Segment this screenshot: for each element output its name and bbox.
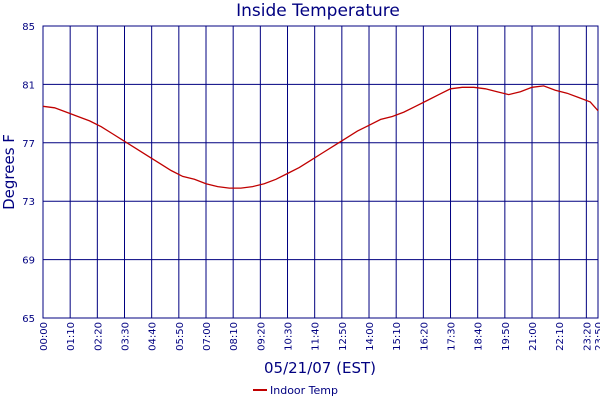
x-tick-label: 12:50 <box>338 322 349 351</box>
x-tick-label: 05:50 <box>175 322 186 351</box>
y-axis-label: Degrees F <box>0 134 18 210</box>
x-axis-label: 05/21/07 (EST) <box>264 359 376 377</box>
x-tick-label: 01:10 <box>66 322 77 351</box>
y-tick-label: 85 <box>22 22 35 33</box>
x-tick-label: 17:30 <box>447 322 458 351</box>
series-line-indoor-temp <box>42 85 599 189</box>
x-tick-label: 02:20 <box>93 322 104 351</box>
x-tick-label: 07:00 <box>202 322 213 351</box>
x-tick-label: 00:00 <box>39 322 50 351</box>
x-tick-label: 16:20 <box>419 322 430 351</box>
chart-title: Inside Temperature <box>236 1 400 21</box>
x-tick-label: 22:10 <box>555 322 566 351</box>
y-tick-label: 73 <box>22 197 35 208</box>
y-tick-labels: 65 69 73 77 81 85 <box>22 22 35 325</box>
x-tick-label: 09:20 <box>256 322 267 351</box>
series-layer <box>42 85 599 189</box>
x-tick-labels: 00:00 01:10 02:20 03:30 04:40 05:50 07:00 08:10… <box>39 322 600 351</box>
x-tick-label: 08:10 <box>229 322 240 351</box>
plot-frame <box>42 25 599 319</box>
x-tick-label: 10:30 <box>284 322 295 351</box>
x-tick-label: 19:50 <box>501 322 512 351</box>
x-tick-label: 03:30 <box>121 322 132 351</box>
y-tick-label: 65 <box>22 314 35 325</box>
legend-label: Indoor Temp <box>270 384 338 397</box>
y-tick-label: 77 <box>22 139 35 150</box>
x-tick-label: 14:00 <box>365 322 376 351</box>
grid-layer <box>42 25 599 319</box>
x-tick-label: 18:40 <box>474 322 485 351</box>
x-tick-label: 23:50 <box>594 322 600 351</box>
legend: Indoor Temp <box>253 384 338 397</box>
x-tick-label: 15:10 <box>392 322 403 351</box>
x-tick-label: 04:40 <box>148 322 159 351</box>
y-tick-label: 69 <box>22 256 35 267</box>
y-tick-label: 81 <box>22 80 35 91</box>
x-tick-label: 23:20 <box>582 322 593 351</box>
x-tick-label: 21:00 <box>528 322 539 351</box>
x-tick-label: 11:40 <box>311 322 322 351</box>
